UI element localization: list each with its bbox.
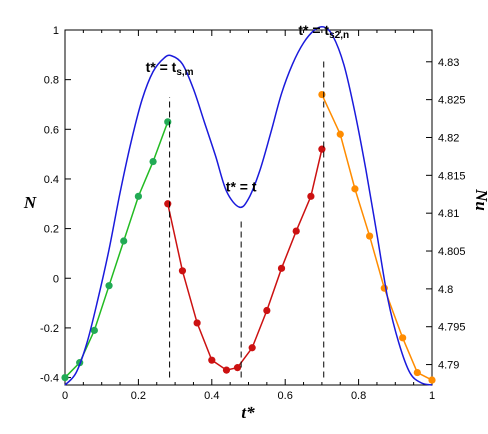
- plot-border: [64, 29, 433, 386]
- x-tick-label: 0.6: [278, 390, 293, 402]
- data-point-red: [178, 267, 187, 275]
- x-axis-title: t*: [241, 403, 255, 422]
- annotation-label: t* = ts,m: [146, 59, 194, 78]
- series-layer: [61, 25, 436, 386]
- y-left-tick-label: 0.2: [44, 224, 59, 236]
- x-tick-label: 0.8: [351, 390, 366, 402]
- series-line-red: [167, 148, 323, 371]
- annotation-label-subscript: s2,n: [329, 30, 349, 41]
- data-point-orange: [336, 130, 344, 138]
- data-point-red: [193, 319, 201, 327]
- data-point-red: [248, 344, 256, 352]
- data-point-green: [90, 326, 98, 334]
- data-point-red: [263, 306, 271, 315]
- y-left-tick-label: 0.4: [44, 174, 59, 186]
- data-point-red: [233, 364, 242, 372]
- data-point-orange: [351, 185, 359, 193]
- y-left-tick-label: 1: [53, 25, 59, 37]
- x-tick-label: 0.4: [204, 390, 219, 402]
- data-point-red: [277, 264, 286, 272]
- y-right-tick-label: 4.805: [438, 246, 466, 258]
- y-left-tick-label: -0.2: [40, 323, 59, 335]
- annotation-label: t* = t: [226, 178, 257, 194]
- annotation-layer: t* = ts,mt* = tt* = ts2,n: [146, 22, 349, 378]
- data-point-red: [208, 356, 216, 364]
- y-right-tick-label: 4.83: [438, 57, 459, 69]
- y-left-tick-label: 0: [53, 273, 59, 285]
- data-point-green: [61, 373, 69, 382]
- y-right-tick-label: 4.825: [438, 95, 466, 107]
- annotation-label-subscript: s,m: [176, 67, 193, 78]
- data-point-green: [134, 192, 142, 200]
- y-left-axis-title: N: [23, 193, 37, 212]
- series-nu-line: [64, 25, 433, 386]
- data-point-red: [318, 145, 326, 153]
- data-point-red: [222, 366, 231, 374]
- data-point-green: [120, 237, 128, 245]
- y-right-tick-label: 4.795: [438, 322, 466, 334]
- y-right-axis-title: Nu: [472, 188, 488, 211]
- data-point-orange: [399, 334, 407, 342]
- x-tick-label: 1: [429, 390, 435, 402]
- annotation-label-main: t* = t: [298, 22, 329, 38]
- data-point-red: [307, 192, 315, 200]
- data-point-green: [164, 118, 172, 126]
- annotation-label: t* = ts2,n: [298, 22, 349, 41]
- plot-frame: 0 0.2 0.4 0.6 0.8 1 -0.4 -0.2 0 0.2 0.4 0.6 0.8 1 4.79…: [40, 25, 466, 402]
- y-left-tick-label: 0.6: [44, 124, 59, 136]
- x-tick-label: 0: [62, 390, 68, 402]
- y-right-tick-label: 4.79: [438, 360, 459, 372]
- y-right-tick-label: 4.8: [438, 284, 453, 296]
- series-line-orange: [321, 94, 433, 381]
- annotation-label-main: t* = t: [146, 59, 177, 75]
- data-point-green: [149, 157, 157, 166]
- data-point-orange: [413, 368, 421, 377]
- data-point-red: [164, 200, 172, 208]
- y-right-tick-label: 4.81: [438, 208, 459, 220]
- data-point-orange: [318, 90, 326, 99]
- y-left-tick-label: -0.4: [40, 373, 59, 385]
- annotation-label-main: t* = t: [226, 178, 257, 194]
- y-right-tick-label: 4.82: [438, 132, 459, 144]
- data-point-red: [292, 227, 300, 235]
- x-tick-label: 0.2: [131, 390, 146, 402]
- y-right-tick-label: 4.815: [438, 170, 466, 182]
- data-point-orange: [366, 232, 374, 240]
- data-point-green: [105, 282, 113, 290]
- y-left-tick-label: 0.8: [44, 75, 59, 87]
- data-point-orange: [428, 376, 436, 384]
